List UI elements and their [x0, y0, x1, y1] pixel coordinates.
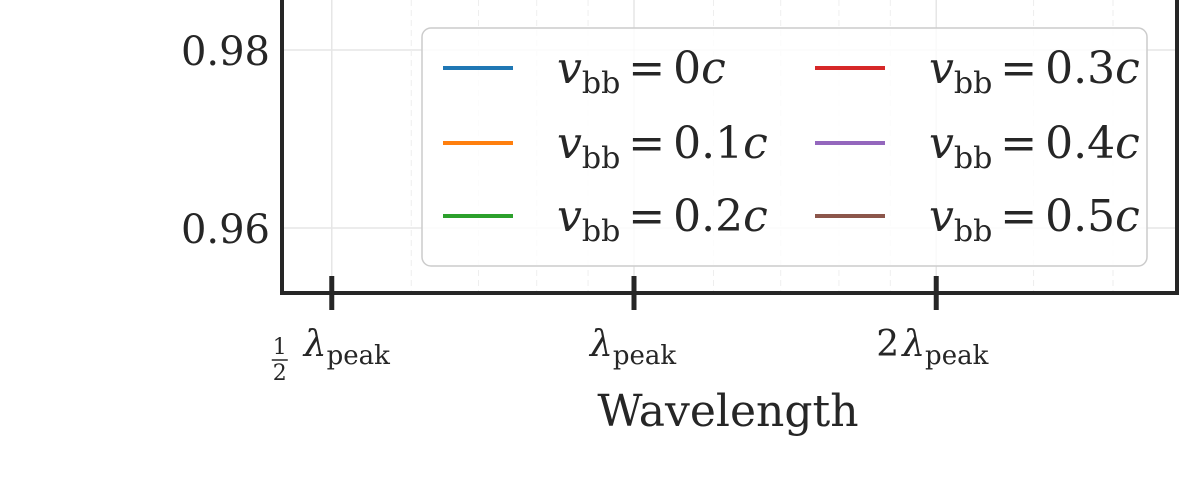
legend-entry: vbb = 0.4c — [815, 118, 1140, 176]
lambda-peak: λpeak — [302, 324, 390, 371]
legend-entry: vbb = 0.1c — [443, 118, 768, 176]
y-tick-label: 0.96 — [181, 207, 270, 253]
legend-label: vbb = 0c — [557, 43, 726, 101]
legend-label: vbb = 0.4c — [929, 118, 1140, 176]
legend-frame — [421, 27, 1148, 267]
lambda-peak: λpeak — [588, 324, 676, 371]
legend-label: vbb = 0.1c — [557, 118, 768, 176]
legend-entry: vbb = 0.5c — [815, 191, 1140, 249]
legend-entry: vbb = 0.2c — [443, 191, 768, 249]
x-tick-label: λpeak — [588, 324, 676, 371]
x-tick-label: 12 λpeak — [271, 324, 390, 386]
x-tick-label: 2 λpeak — [876, 324, 988, 371]
lambda-peak: λpeak — [900, 324, 988, 371]
fraction-denominator: 2 — [273, 361, 287, 386]
tick-prefix: 2 — [876, 324, 899, 365]
legend: vbb = 0c vbb = 0.1c vbb = 0.2c vbb = 0.3c vbb = 0.4c vb… — [421, 27, 1148, 267]
legend-label: vbb = 0.5c — [929, 191, 1140, 249]
y-tick-label: 0.98 — [181, 29, 270, 75]
axes-frame — [280, 0, 1179, 295]
x-axis-label: Wavelength — [597, 386, 858, 437]
legend-entries: vbb = 0c vbb = 0.1c vbb = 0.2c vbb = 0.3c vbb = 0.4c vb… — [443, 43, 1140, 249]
legend-label: vbb = 0.2c — [557, 191, 768, 249]
y-tick-labels: 0.98 0.96 — [181, 29, 270, 253]
legend-entry: vbb = 0c — [443, 43, 726, 101]
legend-entry: vbb = 0.3c — [815, 43, 1140, 101]
fraction-numerator: 1 — [273, 335, 287, 360]
legend-label: vbb = 0.3c — [929, 43, 1140, 101]
